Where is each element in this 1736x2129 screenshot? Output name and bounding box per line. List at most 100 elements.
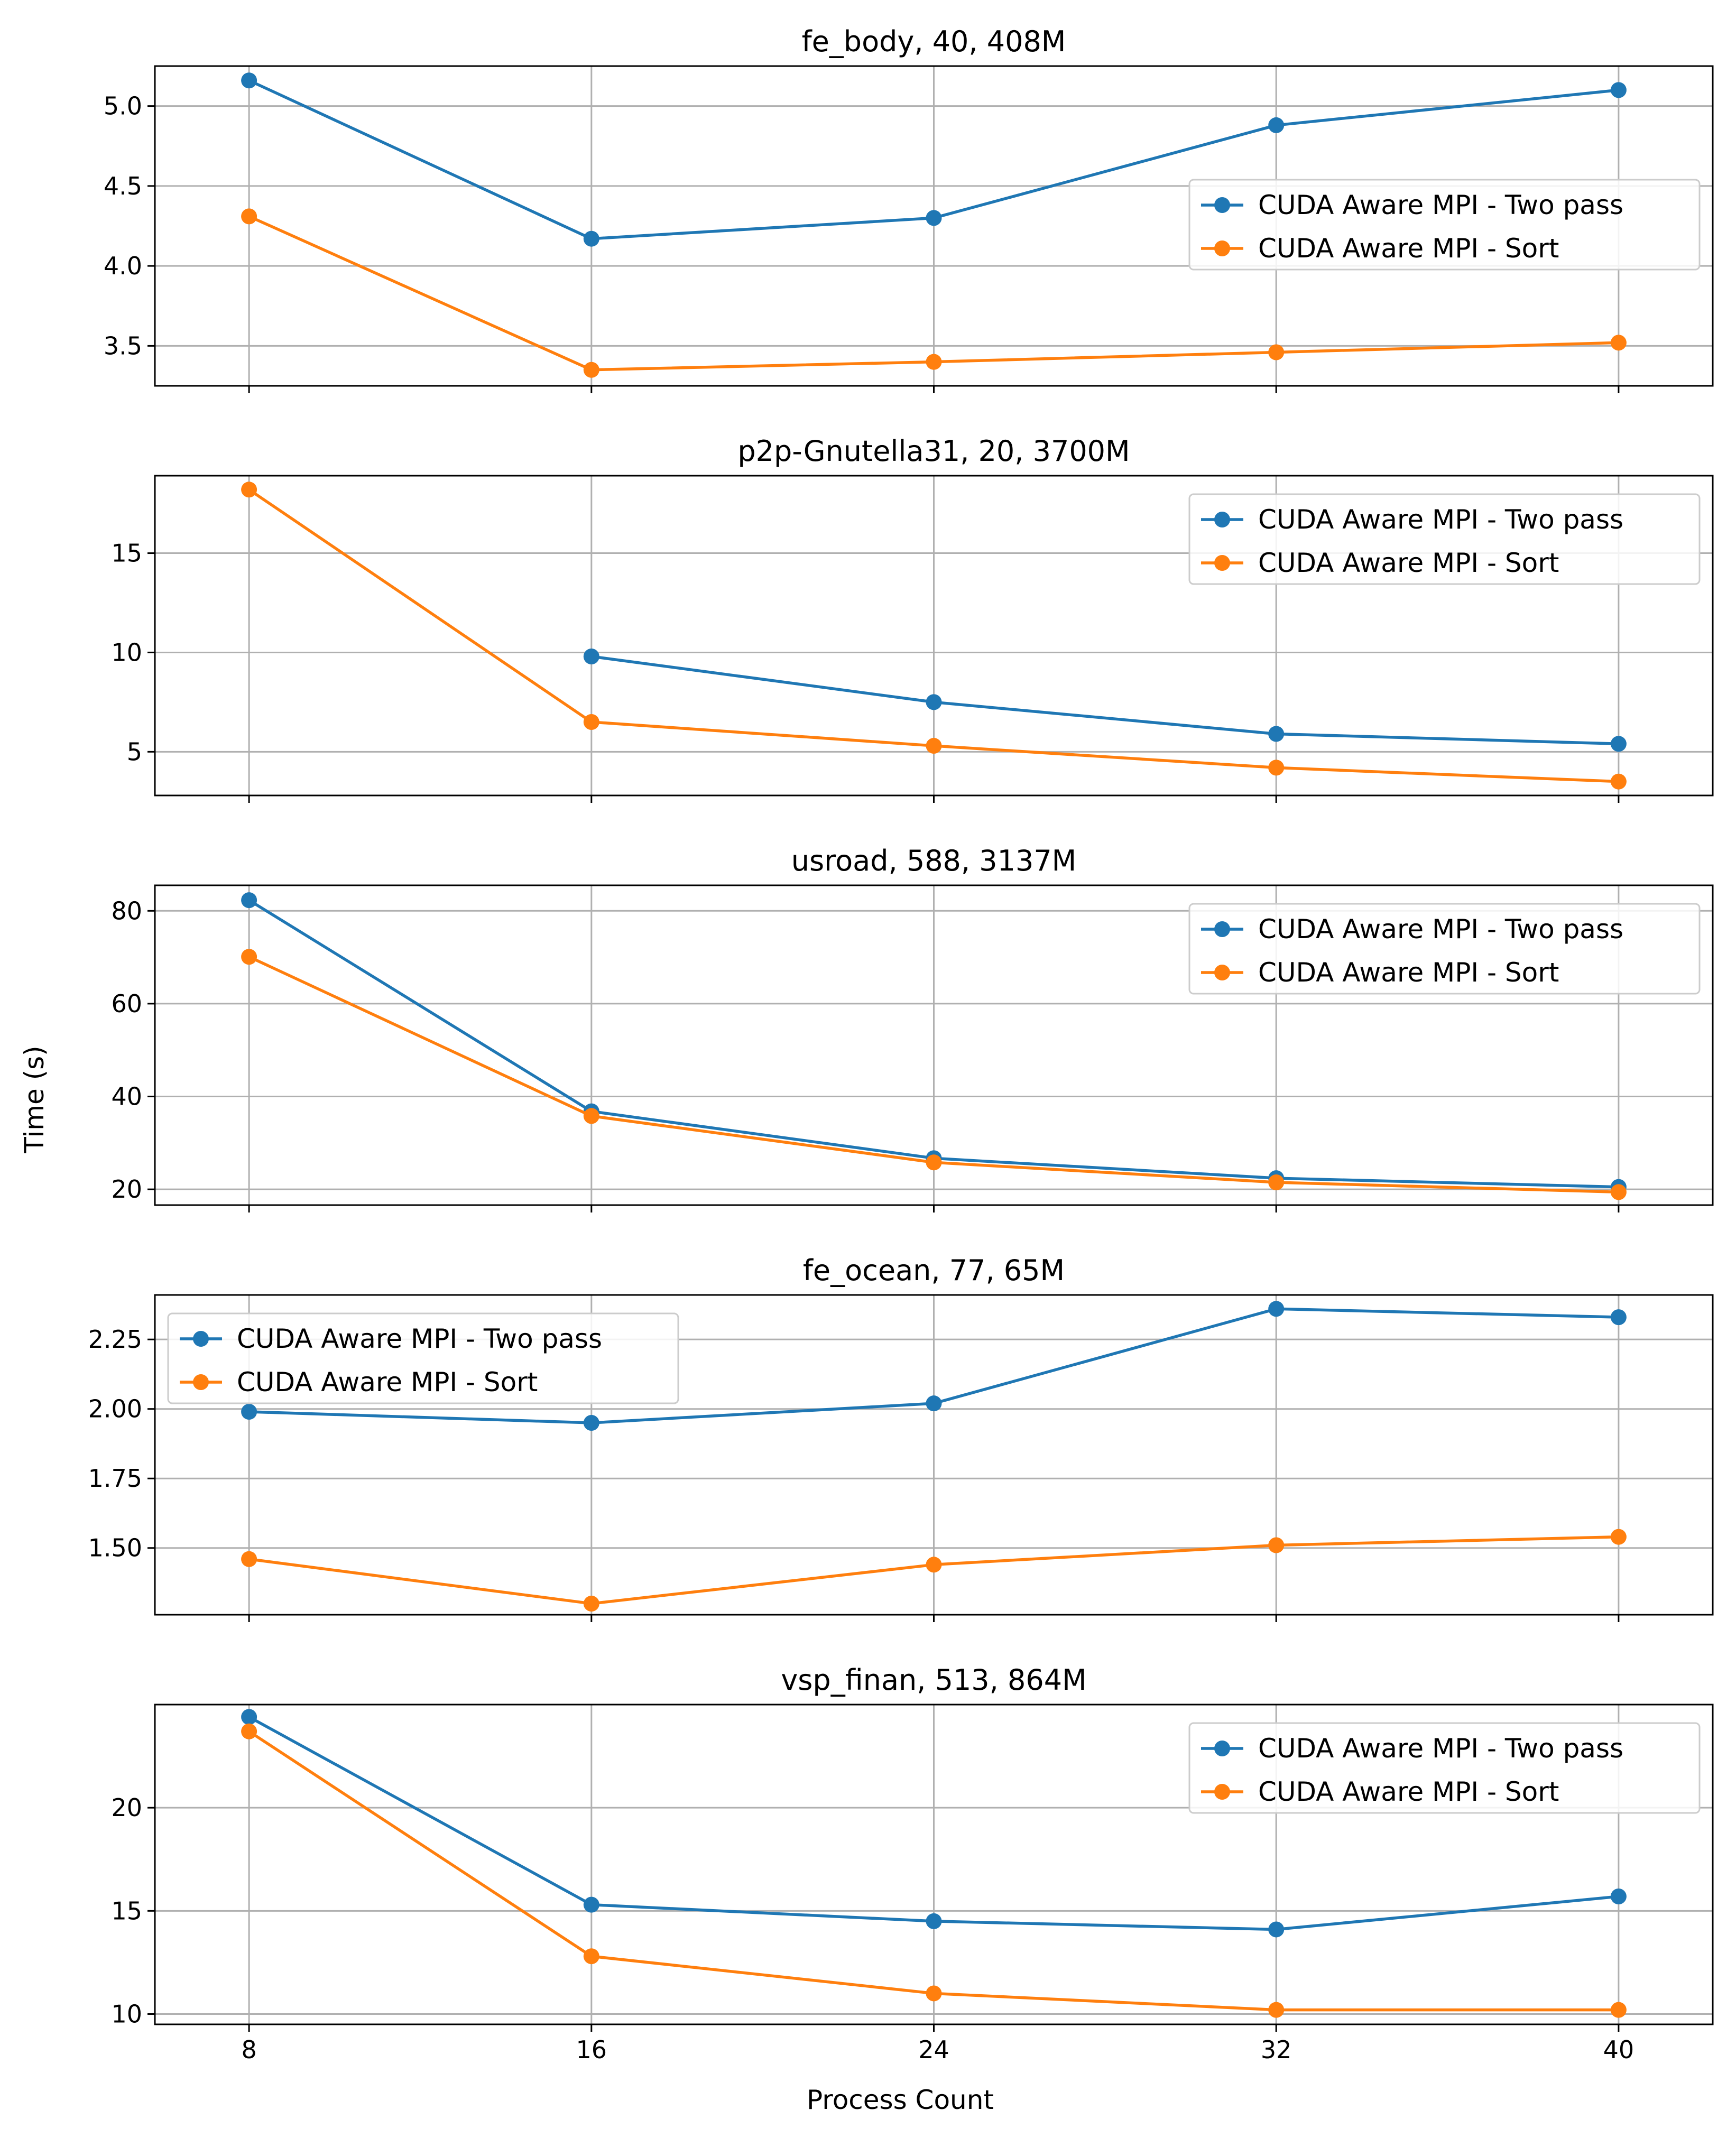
data-point — [1610, 1889, 1627, 1904]
legend-marker — [1214, 512, 1230, 527]
data-point — [1610, 2002, 1627, 2018]
legend: CUDA Aware MPI - Two pass CUDA Aware MPI … — [1188, 493, 1701, 585]
data-point — [241, 208, 257, 225]
data-point — [1268, 344, 1285, 360]
subplot-5: vsp_finan, 513, 864M 8 16 24 32 40 10 15 20 CUDA … — [111, 1663, 1714, 2064]
legend-label: CUDA Aware MPI - Two pass — [1258, 504, 1623, 535]
legend-marker — [1214, 1784, 1230, 1800]
legend-label: CUDA Aware MPI - Sort — [1258, 957, 1559, 988]
legend-label: CUDA Aware MPI - Sort — [1258, 548, 1559, 578]
data-point — [1268, 1537, 1285, 1553]
data-point — [583, 714, 599, 730]
data-point — [1268, 1921, 1285, 1938]
legend-marker — [1214, 1741, 1230, 1756]
data-point — [926, 1557, 942, 1573]
data-point — [1268, 2002, 1285, 2018]
x-tick-label: 8 — [241, 2035, 256, 2064]
y-tick-label: 3.5 — [104, 331, 142, 360]
data-point — [1610, 335, 1627, 351]
legend-marker — [1214, 197, 1230, 213]
data-point — [1268, 117, 1285, 133]
y-tick-label: 5.0 — [104, 92, 142, 121]
y-tick-label: 2.00 — [88, 1395, 142, 1423]
data-point — [926, 694, 942, 710]
y-tick-label: 1.75 — [88, 1464, 142, 1493]
y-tick-label: 1.50 — [88, 1534, 142, 1562]
data-point — [1268, 726, 1285, 742]
subplots: fe_body, 40, 408M 3.5 4.0 4.5 5.0 CUDA Aware … — [88, 25, 1714, 2064]
y-tick-label: 20 — [111, 1793, 142, 1822]
y-tick-label: 60 — [111, 989, 142, 1018]
data-point — [241, 892, 257, 909]
data-point — [1268, 760, 1285, 776]
axes-frame — [154, 1294, 1714, 1616]
legend: CUDA Aware MPI - Two pass CUDA Aware MPI … — [1188, 179, 1701, 271]
x-tick-label: 16 — [576, 2035, 607, 2064]
legend-label: CUDA Aware MPI - Sort — [1258, 1776, 1559, 1807]
y-tick-label: 5 — [127, 737, 142, 766]
subplot-2: p2p-Gnutella31, 20, 3700M 5 10 15 CUDA Aware… — [111, 434, 1714, 803]
y-tick-label: 10 — [111, 638, 142, 667]
data-point — [1610, 773, 1627, 790]
data-point — [1610, 82, 1627, 98]
data-point — [926, 1154, 942, 1171]
legend-marker — [1214, 555, 1230, 571]
data-point — [583, 1948, 599, 1965]
legend-box — [1188, 179, 1701, 271]
subplot-title: fe_body, 40, 408M — [802, 25, 1066, 58]
y-axis-label: Time (s) — [19, 1045, 50, 1153]
data-point — [926, 354, 942, 370]
y-tick-label: 20 — [111, 1175, 142, 1204]
subplot-4: fe_ocean, 77, 65M 1.50 1.75 2.00 2.25 CUDA Aw… — [88, 1254, 1714, 1622]
legend-marker — [1214, 240, 1230, 256]
x-tick-label: 40 — [1603, 2035, 1635, 2064]
axes-frame — [154, 1704, 1714, 2025]
legend-label: CUDA Aware MPI - Two pass — [237, 1323, 602, 1354]
legend: CUDA Aware MPI - Two pass CUDA Aware MPI … — [1188, 903, 1701, 995]
legend-box — [167, 1312, 679, 1404]
data-point — [1610, 1309, 1627, 1326]
legend-marker — [193, 1374, 209, 1390]
x-tick-label: 32 — [1261, 2035, 1292, 2064]
legend: CUDA Aware MPI - Two pass CUDA Aware MPI … — [167, 1312, 679, 1404]
y-tick-label: 4.0 — [104, 252, 142, 280]
y-tick-label: 80 — [111, 896, 142, 925]
y-tick-label: 15 — [111, 1896, 142, 1925]
legend-label: CUDA Aware MPI - Two pass — [1258, 1733, 1623, 1764]
data-point — [926, 1913, 942, 1929]
data-point — [583, 1108, 599, 1124]
axes-frame — [154, 65, 1714, 387]
data-point — [583, 362, 599, 378]
axes-frame — [154, 884, 1714, 1206]
data-point — [926, 738, 942, 754]
legend-marker — [1214, 921, 1230, 937]
data-point — [926, 1985, 942, 2002]
subplot-title: vsp_finan, 513, 864M — [781, 1663, 1086, 1697]
subplot-title: p2p-Gnutella31, 20, 3700M — [737, 434, 1130, 468]
data-point — [241, 482, 257, 498]
data-point — [241, 1403, 257, 1420]
data-point — [1268, 1301, 1285, 1317]
legend-label: CUDA Aware MPI - Two pass — [1258, 914, 1623, 945]
data-point — [583, 1896, 599, 1913]
subplot-title: fe_ocean, 77, 65M — [803, 1254, 1065, 1287]
data-point — [241, 1551, 257, 1567]
legend-box — [1188, 903, 1701, 995]
data-point — [1610, 1184, 1627, 1200]
legend: CUDA Aware MPI - Two pass CUDA Aware MPI … — [1188, 1722, 1701, 1814]
data-point — [583, 1595, 599, 1612]
series-line-two-pass — [591, 655, 1619, 746]
subplot-1: fe_body, 40, 408M 3.5 4.0 4.5 5.0 CUDA Aware … — [104, 25, 1714, 393]
data-point — [241, 72, 257, 89]
data-point — [241, 949, 257, 965]
data-point — [1268, 1174, 1285, 1190]
axes-frame — [154, 475, 1714, 797]
data-point — [926, 1395, 942, 1412]
data-point — [1610, 736, 1627, 752]
y-tick-label: 4.5 — [104, 172, 142, 200]
legend-label: CUDA Aware MPI - Sort — [1258, 233, 1559, 264]
legend-box — [1188, 1722, 1701, 1814]
data-point — [926, 210, 942, 226]
legend-label: CUDA Aware MPI - Two pass — [1258, 190, 1623, 220]
